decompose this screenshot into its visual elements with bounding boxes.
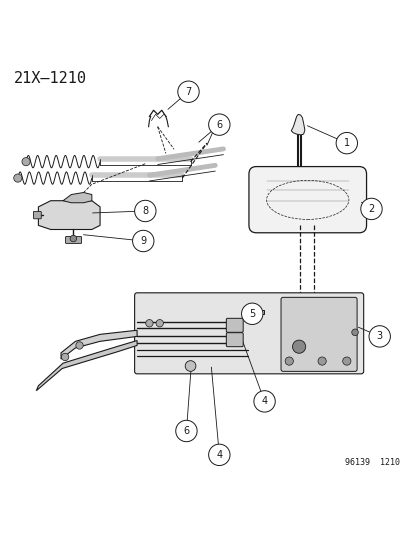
Text: 6: 6	[216, 119, 222, 130]
Circle shape	[208, 114, 230, 135]
Circle shape	[292, 340, 305, 353]
Polygon shape	[61, 330, 137, 359]
Polygon shape	[291, 115, 304, 135]
Text: 1: 1	[343, 138, 349, 148]
FancyBboxPatch shape	[65, 237, 81, 244]
Circle shape	[176, 421, 197, 442]
Circle shape	[185, 361, 195, 372]
Text: 9: 9	[140, 236, 146, 246]
Circle shape	[317, 357, 325, 365]
Circle shape	[241, 303, 262, 325]
Text: 3: 3	[376, 332, 382, 342]
Circle shape	[132, 230, 154, 252]
Circle shape	[335, 132, 357, 154]
Circle shape	[360, 198, 381, 220]
Circle shape	[253, 391, 275, 412]
Circle shape	[22, 158, 30, 166]
Circle shape	[208, 444, 230, 465]
FancyBboxPatch shape	[248, 167, 366, 233]
FancyBboxPatch shape	[226, 333, 242, 346]
Text: 7: 7	[185, 87, 191, 96]
Text: 6: 6	[183, 426, 189, 436]
Text: 96139  1210: 96139 1210	[344, 458, 399, 467]
Circle shape	[145, 320, 153, 327]
Circle shape	[70, 235, 76, 242]
Circle shape	[156, 320, 163, 327]
Text: 8: 8	[142, 206, 148, 216]
Circle shape	[368, 326, 389, 347]
Polygon shape	[38, 201, 100, 230]
FancyBboxPatch shape	[33, 212, 41, 219]
Text: 5: 5	[249, 309, 255, 319]
Circle shape	[61, 353, 69, 361]
Circle shape	[76, 342, 83, 349]
Circle shape	[285, 357, 293, 365]
Text: 2: 2	[368, 204, 374, 214]
Circle shape	[177, 81, 199, 102]
FancyBboxPatch shape	[226, 318, 242, 332]
Polygon shape	[36, 341, 137, 391]
Polygon shape	[243, 310, 251, 318]
Polygon shape	[256, 310, 263, 318]
Circle shape	[14, 174, 22, 182]
Circle shape	[351, 329, 358, 336]
Text: 4: 4	[261, 397, 267, 406]
Text: 4: 4	[216, 450, 222, 460]
Text: 21X–1210: 21X–1210	[14, 71, 86, 86]
Circle shape	[342, 357, 350, 365]
FancyBboxPatch shape	[134, 293, 363, 374]
Polygon shape	[63, 192, 92, 203]
FancyBboxPatch shape	[280, 297, 356, 372]
Circle shape	[134, 200, 156, 222]
